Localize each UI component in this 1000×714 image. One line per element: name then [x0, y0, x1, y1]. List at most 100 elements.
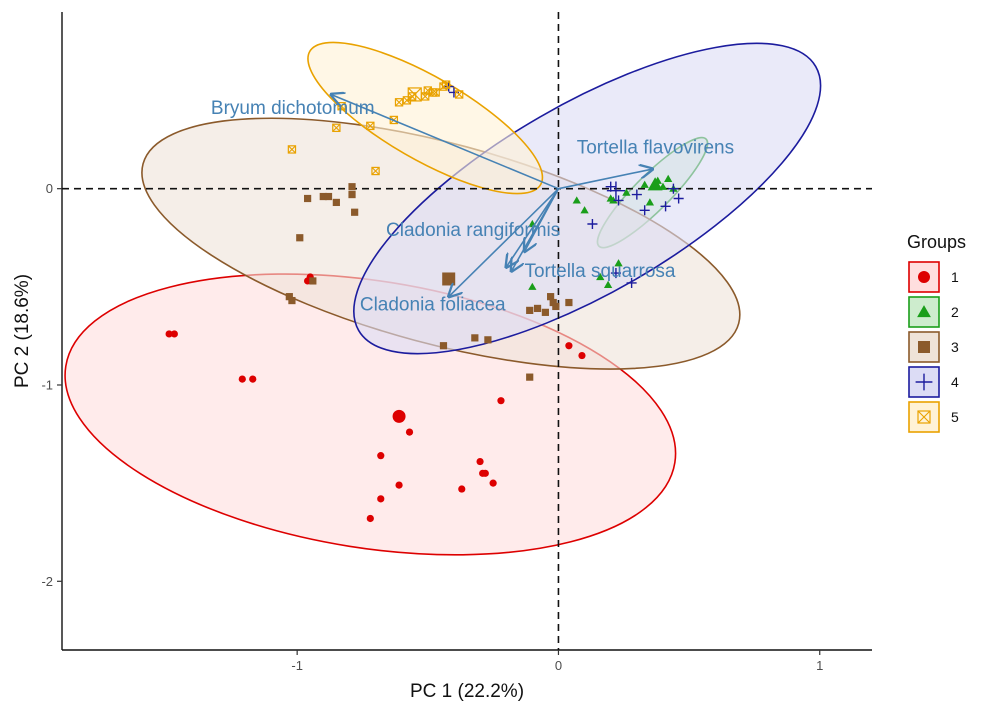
point-group-2-5 [596, 272, 605, 281]
point-group-1-19 [565, 342, 573, 350]
loading-label-cladonia-foliacea: Cladonia foliacea [360, 294, 506, 315]
point-group-3-3 [296, 234, 304, 242]
point-group-3-6 [319, 192, 327, 201]
x-tick-label-0: -1 [291, 658, 303, 673]
point-group-3-4 [304, 194, 312, 203]
centroid-group-1 [392, 409, 406, 423]
point-group-5-2 [332, 123, 341, 133]
centroid-group-5 [407, 87, 422, 102]
point-group-3-5 [309, 277, 317, 285]
point-group-3-9 [348, 190, 356, 199]
point-group-5-7 [394, 98, 404, 107]
y-tick-label-0: -2 [41, 574, 53, 589]
legend-marker-5 [917, 410, 931, 424]
loading-label-bryum-dichotomum: Bryum dichotomum [211, 98, 375, 119]
centroid-group-4 [606, 181, 626, 200]
point-group-2-3 [572, 196, 581, 204]
reference-lines [62, 12, 872, 650]
loading-arrow-unlabeled-6 [506, 188, 560, 268]
point-group-1-1 [170, 330, 178, 338]
point-group-4-3 [587, 218, 598, 230]
point-group-4-12 [673, 193, 684, 204]
legend-marker-3 [918, 341, 930, 353]
point-group-3-14 [484, 336, 492, 344]
point-group-1-14 [476, 457, 484, 466]
point-group-3-8 [332, 198, 340, 207]
point-group-1-7 [405, 428, 414, 436]
point-group-1-2 [165, 330, 173, 338]
loading-label-cladonia-rangiformis: Cladonia rangiformis [386, 220, 560, 241]
centroid-group-3 [442, 272, 456, 286]
point-group-3-1 [285, 293, 293, 301]
loading-arrow-tortella-flavovirens [558, 169, 652, 190]
point-group-5-15 [441, 80, 451, 89]
point-group-2-15 [664, 174, 673, 182]
point-group-2-12 [645, 198, 655, 206]
legend-item-4: 4 [908, 366, 959, 398]
point-group-1-18 [497, 397, 505, 405]
loading-arrow-cladonia-foliacea [449, 188, 560, 297]
point-group-1-11 [366, 514, 374, 523]
point-group-1-4 [249, 375, 257, 383]
loading-arrow-tortella-squarrosa [524, 188, 560, 252]
point-group-1-10 [377, 495, 385, 503]
point-group-4-10 [660, 201, 671, 212]
point-group-3-21 [565, 298, 573, 307]
point-group-4-11 [668, 183, 679, 194]
legend-marker-4 [915, 373, 933, 391]
point-group-5-16 [454, 90, 464, 99]
loading-label-tortella-flavovirens: Tortella flavovirens [577, 137, 734, 158]
point-group-3-20 [552, 302, 560, 311]
point-group-4-6 [613, 195, 624, 206]
point-group-1-17 [481, 469, 489, 477]
point-group-5-1 [287, 145, 297, 154]
point-group-5-5 [371, 166, 380, 176]
x-axis-title: PC 1 (22.2%) [410, 681, 524, 702]
point-group-3-17 [541, 308, 549, 316]
point-group-2-9 [614, 259, 623, 267]
point-group-1-13 [458, 485, 466, 493]
axes: -1 0 1 -2 -1 0 PC 1 (22.2%) PC 2 (18.6%) [12, 12, 872, 702]
legend-title: Groups [907, 232, 966, 252]
legend-item-1: 1 [908, 261, 959, 293]
point-group-3-19 [549, 298, 557, 307]
loading-arrow-bryum-dichotomum [331, 94, 559, 190]
point-group-1-20 [578, 351, 586, 360]
legend-label-4: 4 [951, 374, 959, 390]
legend-label-2: 2 [951, 304, 959, 320]
legend-key-4 [908, 366, 940, 398]
point-group-1-8 [377, 452, 385, 460]
point-group-2-4 [580, 206, 589, 214]
loading-vectors: Bryum dichotomum Tortella flavovirens Clad… [211, 94, 734, 315]
point-group-3-11 [351, 208, 359, 216]
point-group-3-7 [324, 192, 333, 201]
loading-label-tortella-squarrosa: Tortella squarrosa [524, 261, 675, 282]
point-group-5-13 [431, 88, 440, 97]
point-group-2-11 [640, 180, 649, 188]
point-group-3-13 [471, 334, 479, 342]
legend: Groups 1 2 3 4 5 [907, 232, 966, 433]
point-group-3-10 [348, 183, 356, 191]
point-group-4-8 [631, 189, 642, 200]
point-group-3-22 [526, 373, 534, 381]
legend-marker-2 [917, 305, 931, 318]
point-group-3-15 [526, 306, 534, 314]
point-group-2-2 [528, 282, 537, 290]
legend-marker-1 [918, 271, 930, 283]
point-group-3-18 [547, 293, 555, 301]
centroid-group-2 [647, 177, 663, 191]
y-axis-title: PC 2 (18.6%) [12, 274, 33, 388]
point-group-3-2 [288, 296, 296, 305]
point-group-2-10 [622, 188, 631, 196]
point-group-4-7 [626, 277, 637, 288]
legend-item-2: 2 [908, 296, 959, 328]
ellipse-group-5 [307, 41, 544, 195]
legend-label-5: 5 [951, 409, 959, 425]
y-tick-label-2: 0 [46, 181, 53, 196]
point-group-2-8 [609, 196, 618, 204]
y-tick-label-1: -1 [41, 377, 53, 392]
legend-item-3: 3 [908, 331, 959, 363]
point-group-1-3 [238, 375, 246, 383]
point-group-1-9 [395, 481, 403, 489]
